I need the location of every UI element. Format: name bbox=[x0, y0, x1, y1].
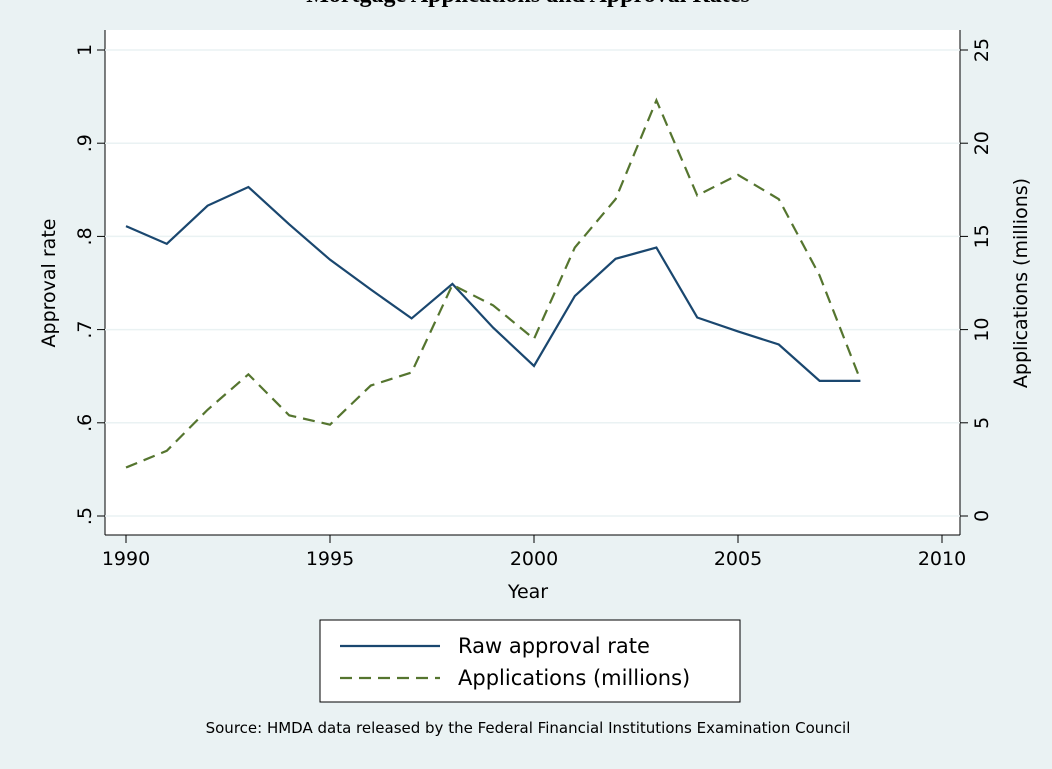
legend-label: Raw approval rate bbox=[458, 634, 650, 658]
x-tick-label: 1995 bbox=[306, 548, 354, 570]
x-tick-label: 1990 bbox=[102, 548, 150, 570]
series-line bbox=[125, 185, 861, 382]
plot-area bbox=[105, 30, 960, 535]
chart-title: Mortgage Applications and Approval Rates bbox=[306, 0, 750, 8]
y2-tick-label: 0 bbox=[971, 510, 993, 522]
y2-tick-label: 10 bbox=[971, 318, 993, 342]
legend bbox=[319, 619, 741, 703]
y-axis-title: Approval rate bbox=[38, 219, 60, 348]
y2-tick-label: 25 bbox=[971, 38, 993, 62]
source-note: Source: HMDA data released by the Federa… bbox=[206, 719, 851, 737]
y2-axis-title: Applications (millions) bbox=[1010, 178, 1032, 388]
y-tick-label: .8 bbox=[74, 227, 96, 245]
x-axis-title: Year bbox=[507, 581, 548, 603]
y-tick-label: .6 bbox=[74, 414, 96, 432]
legend-label: Applications (millions) bbox=[458, 666, 690, 690]
x-tick-label: 2005 bbox=[714, 548, 762, 570]
x-tick-label: 2010 bbox=[918, 548, 966, 570]
y-tick-label: 1 bbox=[74, 44, 96, 56]
y-tick-label: .9 bbox=[74, 134, 96, 152]
y2-tick-label: 15 bbox=[971, 224, 993, 248]
series-line bbox=[125, 97, 862, 469]
x-tick-label: 2000 bbox=[510, 548, 558, 570]
y-tick-label: .5 bbox=[74, 507, 96, 525]
y2-tick-label: 5 bbox=[971, 417, 993, 429]
y-tick-label: .7 bbox=[74, 321, 96, 339]
y2-tick-label: 20 bbox=[971, 131, 993, 155]
